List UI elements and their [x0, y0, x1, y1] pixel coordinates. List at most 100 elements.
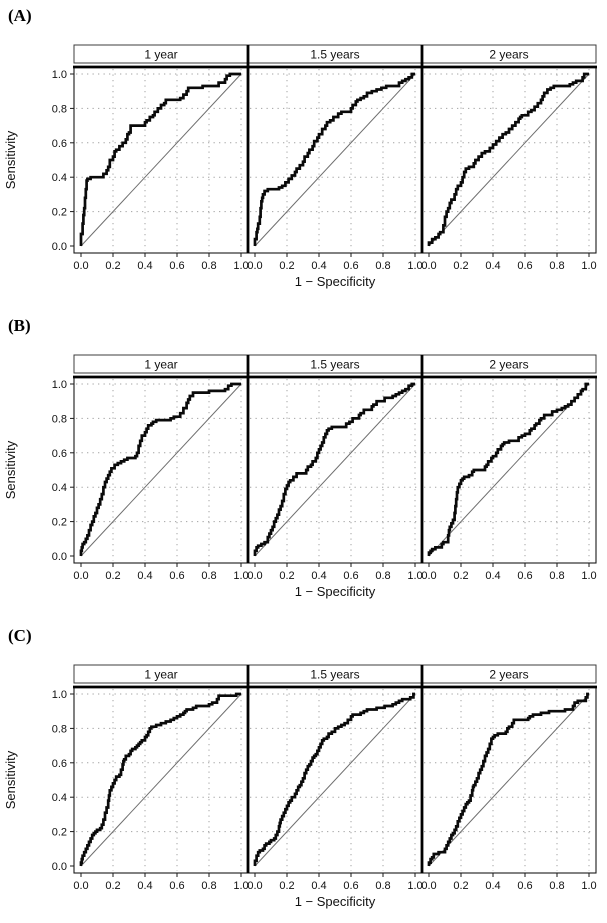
y-tick-label: 0.8: [52, 723, 67, 735]
x-tick-label: 0.8: [549, 880, 564, 892]
roc-curve: [253, 692, 415, 866]
roc-curve: [253, 72, 415, 246]
x-tick-label: 0.2: [279, 570, 294, 582]
x-tick-label: 0.0: [73, 570, 88, 582]
roc-chart-row-c: 0.0 0.2 0.4 0.6 0.8 1.0 1 year 0.0 0.2 0.4 0.6 0.8 1…: [3, 664, 597, 909]
x-tick-label: 0.0: [247, 880, 262, 892]
x-tick-label: 0.0: [247, 570, 262, 582]
row-label-a: (A): [8, 6, 32, 25]
x-tick-label: 0.4: [311, 570, 326, 582]
x-tick-label: 0.8: [201, 260, 216, 272]
x-tick-label: 1.0: [233, 570, 248, 582]
roc-chart-row-a: 0.0 0.2 0.4 0.6 0.8 1.0 1 year 0.0 0.2 0.4 0.6 0.8 1…: [3, 44, 597, 289]
panel-strip-title: 1 year: [144, 358, 177, 372]
x-tick-label: 0.4: [137, 260, 152, 272]
chance-diagonal-line: [80, 383, 242, 557]
x-tick-label: 0.6: [169, 260, 184, 272]
x-tick-label: 0.8: [549, 570, 564, 582]
x-tick-label: 0.2: [105, 260, 120, 272]
y-tick-label: 0.0: [52, 241, 67, 253]
panel-strip-title: 1.5 years: [310, 48, 359, 62]
y-tick-label: 0.8: [52, 413, 67, 425]
x-tick-label: 0.4: [485, 570, 500, 582]
panel-strip-title: 1.5 years: [310, 668, 359, 682]
chance-diagonal-line: [428, 383, 590, 557]
x-tick-label: 1.0: [581, 880, 596, 892]
chance-diagonal-line: [80, 693, 242, 867]
x-tick-label: 0.2: [453, 880, 468, 892]
roc-panel: 0.0 0.2 0.4 0.6 0.8 1.0 2 years: [421, 354, 597, 582]
chance-diagonal-line: [80, 73, 242, 247]
panel-strip-title: 2 years: [489, 668, 528, 682]
x-axis-title: 1 − Specificity: [295, 584, 376, 599]
figure-row-b: (B) 0.0 0.2 0.4 0.6 0.8 1.0 1 year 0.0 0.2 0.4 0.6…: [0, 316, 607, 602]
x-tick-label: 0.6: [517, 570, 532, 582]
y-tick-label: 1.0: [52, 689, 67, 701]
panel-strip-title: 2 years: [489, 358, 528, 372]
roc-curve: [79, 72, 241, 246]
figure-row-c: (C) 0.0 0.2 0.4 0.6 0.8 1.0 1 year 0.0 0.2 0.4 0.6…: [0, 626, 607, 912]
x-tick-label: 1.0: [407, 260, 422, 272]
row-label-b: (B): [8, 316, 31, 335]
roc-panel: 0.0 0.2 0.4 0.6 0.8 1.0 1 year: [73, 354, 249, 582]
roc-curve: [253, 382, 415, 556]
roc-curve: [79, 382, 241, 556]
y-axis-title: Sensitivity: [3, 130, 18, 189]
chance-diagonal-line: [428, 73, 590, 247]
x-axis-title: 1 − Specificity: [295, 274, 376, 289]
x-tick-label: 0.6: [343, 570, 358, 582]
x-tick-label: 0.4: [311, 260, 326, 272]
roc-curve: [427, 382, 589, 556]
x-tick-label: 0.8: [375, 880, 390, 892]
x-tick-label: 0.4: [485, 880, 500, 892]
chance-diagonal-line: [254, 693, 416, 867]
y-tick-label: 0.0: [52, 861, 67, 873]
x-tick-label: 1.0: [233, 260, 248, 272]
x-tick-label: 0.8: [201, 880, 216, 892]
y-tick-label: 1.0: [52, 69, 67, 81]
x-tick-label: 0.6: [169, 880, 184, 892]
x-tick-label: 0.8: [375, 260, 390, 272]
x-tick-label: 0.2: [279, 880, 294, 892]
x-tick-label: 0.4: [311, 880, 326, 892]
x-tick-label: 0.8: [549, 260, 564, 272]
x-axis-title: 1 − Specificity: [295, 894, 376, 909]
y-tick-label: 0.6: [52, 448, 67, 460]
x-tick-label: 0.4: [137, 570, 152, 582]
figure-row-a: (A) 0.0 0.2 0.4 0.6 0.8 1.0 1 year 0.0 0.2 0.4 0.6…: [0, 6, 607, 292]
x-tick-label: 1.0: [407, 880, 422, 892]
y-axis-title: Sensitivity: [3, 440, 18, 499]
x-tick-label: 1.0: [581, 260, 596, 272]
roc-curve: [427, 692, 589, 866]
panel-strip-title: 1 year: [144, 668, 177, 682]
panel-strip-title: 1 year: [144, 48, 177, 62]
y-tick-label: 0.4: [52, 792, 67, 804]
x-tick-label: 0.2: [105, 880, 120, 892]
x-tick-label: 0.8: [201, 570, 216, 582]
roc-chart-row-b: 0.0 0.2 0.4 0.6 0.8 1.0 1 year 0.0 0.2 0.4 0.6 0.8 1…: [3, 354, 597, 599]
x-tick-label: 0.0: [73, 880, 88, 892]
x-tick-label: 0.0: [421, 880, 436, 892]
x-tick-label: 0.2: [453, 570, 468, 582]
x-tick-label: 0.6: [517, 880, 532, 892]
x-tick-label: 0.2: [105, 570, 120, 582]
x-tick-label: 1.0: [581, 570, 596, 582]
x-tick-label: 0.0: [421, 260, 436, 272]
x-tick-label: 0.6: [169, 570, 184, 582]
x-tick-label: 1.0: [407, 570, 422, 582]
chance-diagonal-line: [428, 693, 590, 867]
x-tick-label: 0.0: [73, 260, 88, 272]
y-tick-label: 0.2: [52, 517, 67, 529]
x-tick-label: 0.4: [137, 880, 152, 892]
chance-diagonal-line: [254, 73, 416, 247]
x-tick-label: 0.6: [343, 880, 358, 892]
y-tick-label: 0.8: [52, 103, 67, 115]
roc-panel: 0.0 0.2 0.4 0.6 0.8 1.0 1 year: [73, 664, 249, 892]
y-axis-title: Sensitivity: [3, 750, 18, 809]
roc-curve: [427, 72, 589, 246]
x-tick-label: 1.0: [233, 880, 248, 892]
x-tick-label: 0.6: [517, 260, 532, 272]
y-tick-label: 0.6: [52, 758, 67, 770]
y-tick-label: 0.4: [52, 482, 67, 494]
x-tick-label: 0.8: [375, 570, 390, 582]
